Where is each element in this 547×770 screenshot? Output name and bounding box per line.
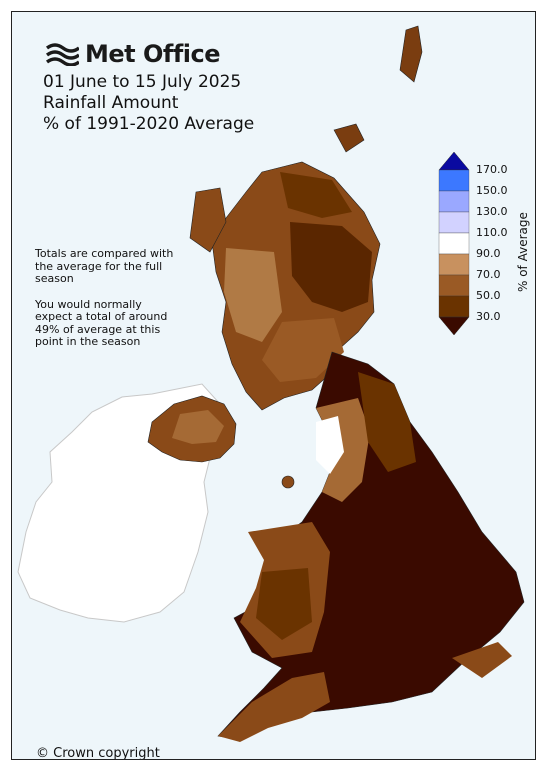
northern-ireland-wet xyxy=(172,410,224,444)
colorbar xyxy=(438,152,470,336)
note-paragraph-1: Totals are compared with the average for… xyxy=(35,247,174,285)
hebrides xyxy=(189,187,227,253)
legend-tick-90: 90.0 xyxy=(476,247,501,260)
legend-tick-50: 50.0 xyxy=(476,289,501,302)
colorbar-band-90-110 xyxy=(438,232,470,255)
map-frame: Met Office 01 June to 15 July 2025 Rainf… xyxy=(11,11,536,760)
colorbar-bottom-arrow xyxy=(438,316,470,336)
legend-title: % of Average xyxy=(516,212,530,292)
lake-district-wet xyxy=(316,416,344,474)
colorbar-band-30-50 xyxy=(438,295,470,318)
scotland-highlands-dry xyxy=(290,222,372,312)
scotland-north-dry xyxy=(280,172,352,218)
colorbar-band-50-70 xyxy=(438,274,470,297)
colorbar-band-110-130 xyxy=(438,211,470,234)
colorbar-top-arrow xyxy=(438,152,470,171)
north-east-england xyxy=(358,372,416,472)
scotland-central xyxy=(262,318,344,382)
rainfall-map xyxy=(17,25,525,742)
kent xyxy=(452,642,512,678)
copyright-notice: © Crown copyright xyxy=(36,746,160,760)
legend-tick-70: 70.0 xyxy=(476,268,501,281)
note-paragraph-2: You would normally expect a total of aro… xyxy=(35,297,168,348)
colorbar-band-150-170 xyxy=(438,169,470,192)
met-office-logo: Met Office xyxy=(45,40,221,68)
legend-tick-170: 170.0 xyxy=(476,163,508,176)
scotland-west-mid xyxy=(224,248,282,342)
legend-tick-30: 30.0 xyxy=(476,310,501,323)
map-titles: 01 June to 15 July 2025 Rainfall Amount … xyxy=(43,72,254,135)
variable-title: Rainfall Amount xyxy=(43,93,179,113)
legend-tick-130: 130.0 xyxy=(476,205,508,218)
south-west-england xyxy=(218,672,330,742)
legend-tick-110: 110.0 xyxy=(476,226,508,239)
shetland xyxy=(399,25,423,83)
orkney xyxy=(333,123,365,153)
legend-tick-150: 150.0 xyxy=(476,184,508,197)
colorbar-legend: 170.0 150.0 130.0 110.0 90.0 70.0 50.0 3… xyxy=(438,152,535,342)
isle-of-man xyxy=(281,475,295,489)
season-note: Totals are compared with the average for… xyxy=(35,247,175,362)
colorbar-band-130-150 xyxy=(438,190,470,213)
wales-dry xyxy=(256,568,312,640)
met-office-waves-icon xyxy=(45,43,79,66)
colorbar-band-70-90 xyxy=(438,253,470,276)
brand-name: Met Office xyxy=(85,40,221,68)
date-range: 01 June to 15 July 2025 xyxy=(43,72,242,92)
unit-title: % of 1991-2020 Average xyxy=(43,114,255,134)
